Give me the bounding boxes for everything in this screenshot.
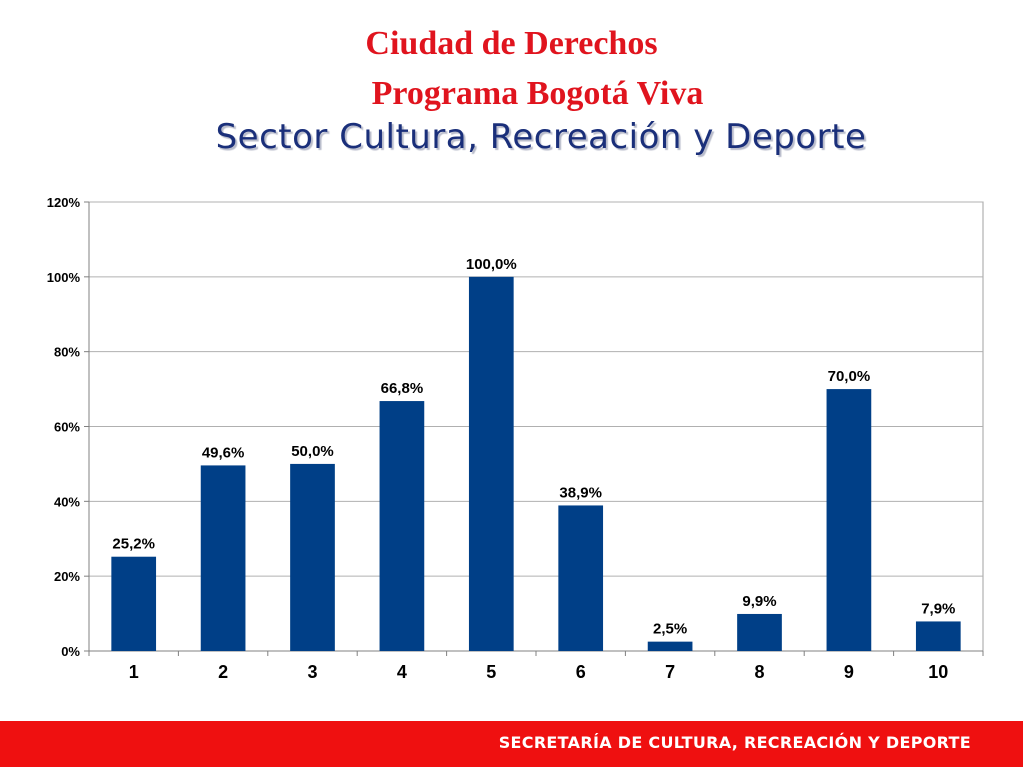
bar <box>468 276 514 651</box>
slide-title-line1: Ciudad de Derechos <box>365 25 658 62</box>
y-tick-label: 20% <box>54 569 80 584</box>
bar <box>290 463 335 651</box>
bar-data-label: 70,0% <box>828 368 871 385</box>
bar-data-label: 25,2% <box>112 536 155 553</box>
bar-data-label: 50,0% <box>291 443 334 460</box>
x-tick-label: 9 <box>844 662 854 682</box>
bar <box>915 621 961 651</box>
x-tick-label: 8 <box>754 662 764 682</box>
bar-data-label: 7,9% <box>921 600 955 617</box>
bar-data-label: 49,6% <box>202 444 245 461</box>
x-tick-label: 1 <box>129 662 139 682</box>
y-tick-label: 60% <box>54 420 80 435</box>
y-tick-label: 0% <box>61 644 80 659</box>
slide-title-line2: Programa Bogotá Viva <box>371 75 704 112</box>
bar-data-label: 2,5% <box>653 621 687 638</box>
x-tick-label: 2 <box>218 662 228 682</box>
bar <box>111 556 157 651</box>
bar <box>558 505 604 651</box>
y-tick-label: 40% <box>54 494 80 509</box>
x-tick-label: 6 <box>576 662 586 682</box>
bar-chart: 0% 20% 40% 60% 80% 100% 120% 25,2% 1 49,6% 2 50,0% 3… <box>47 195 984 682</box>
x-tick-label: 7 <box>665 662 675 682</box>
y-tick-label: 120% <box>47 195 81 210</box>
footer-text: SECRETARÍA DE CULTURA, RECREACIÓN Y DEPO… <box>498 733 971 752</box>
bar-data-label: 38,9% <box>559 484 602 501</box>
bar-data-label: 9,9% <box>742 593 776 610</box>
x-tick-label: 10 <box>928 662 948 682</box>
bar <box>737 613 782 651</box>
bar-data-label: 100,0% <box>466 256 517 273</box>
y-tick-label: 80% <box>54 345 80 360</box>
slide-subtitle: Sector Cultura, Recreación y Deporte <box>215 117 867 157</box>
bar <box>826 389 872 651</box>
x-tick-label: 3 <box>307 662 317 682</box>
bar <box>379 401 425 651</box>
footer-bar: SECRETARÍA DE CULTURA, RECREACIÓN Y DEPO… <box>0 721 1023 767</box>
x-tick-label: 5 <box>486 662 496 682</box>
bar <box>200 465 246 651</box>
bar-data-label: 66,8% <box>381 380 424 397</box>
bar <box>647 641 693 651</box>
x-tick-label: 4 <box>397 662 407 682</box>
y-tick-label: 100% <box>47 270 81 285</box>
